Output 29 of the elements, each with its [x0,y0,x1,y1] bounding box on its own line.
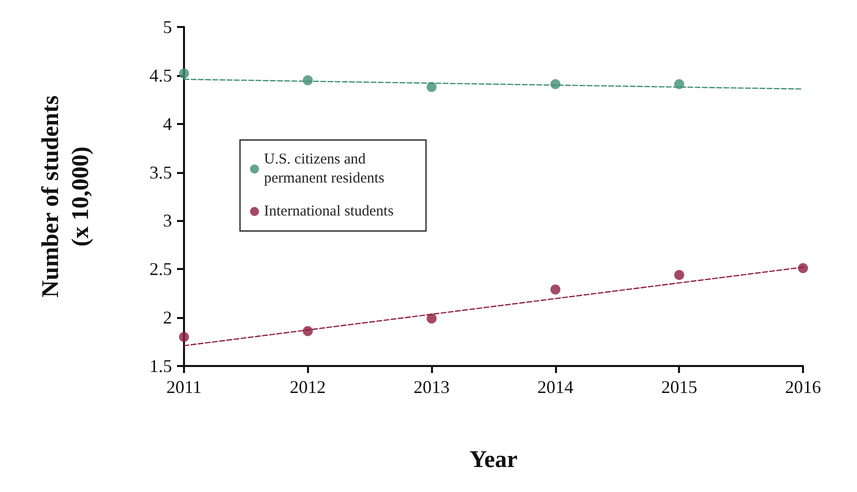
point [798,263,808,274]
point [179,332,189,342]
y-axis-title: Number of students (x 10,000) [38,95,94,298]
x-tick-label: 2014 [537,377,574,397]
x-tick-label: 2012 [290,377,326,397]
point [426,82,437,92]
point [302,326,313,336]
y-tick-label: 3.5 [150,162,172,182]
x-axis-title: Year [470,447,518,473]
point [674,79,684,90]
y-tick-label: 1.5 [150,356,172,376]
legend-label: U.S. citizens and permanent residents [264,152,385,186]
y-tick-label: 2.5 [150,259,172,280]
x-tick-label: 2011 [166,377,202,397]
x-tick-label: 2016 [785,377,821,397]
point [550,284,560,294]
y-tick-label: 2 [163,308,172,328]
point [426,314,437,324]
x-tick-label: 2015 [661,377,698,397]
point [674,270,684,280]
point [302,75,313,86]
y-tick-label: 5 [163,17,172,37]
point [179,68,189,78]
legend-label: International students [264,204,394,220]
y-tick-label: 3 [163,210,172,231]
point [550,79,560,90]
y-tick-label: 4 [163,114,172,134]
x-tick-label: 2013 [414,377,450,397]
y-tick-label: 4.5 [150,65,172,86]
